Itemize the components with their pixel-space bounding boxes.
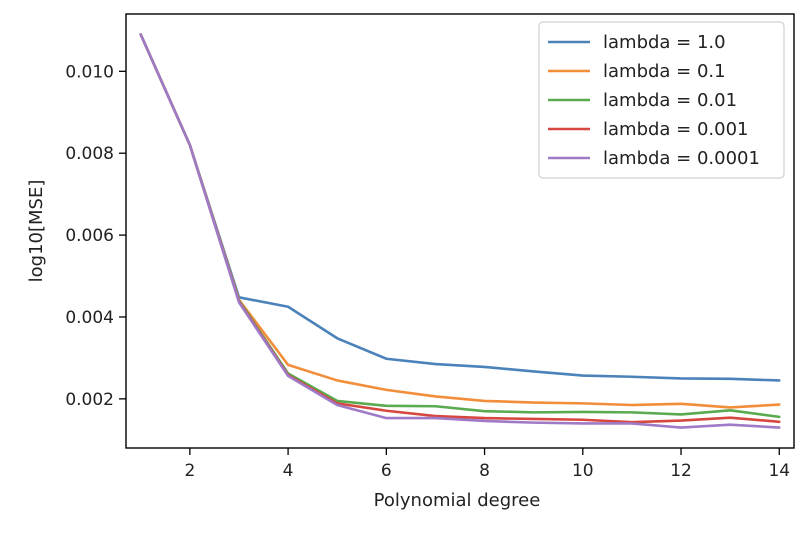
x-tick-label: 6 <box>381 461 392 481</box>
x-axis-title: Polynomial degree <box>374 490 541 511</box>
y-tick-label: 0.002 <box>65 390 114 410</box>
x-tick-label: 10 <box>572 461 594 481</box>
y-tick-label: 0.010 <box>65 62 114 82</box>
ticks-layer: 2 4 6 8 10 12 14 0.002 0.004 0.006 0.008 0.010 <box>65 62 790 481</box>
series-layer <box>139 33 781 429</box>
legend-label-5: lambda = 0.0001 <box>603 148 760 169</box>
x-tick-label: 4 <box>283 461 294 481</box>
series-line-1 <box>139 33 781 382</box>
y-axis-title: log10[MSE] <box>26 180 47 283</box>
y-tick-label: 0.008 <box>65 144 114 164</box>
legend-label-1: lambda = 1.0 <box>603 32 726 53</box>
legend-label-2: lambda = 0.1 <box>603 61 726 82</box>
legend-label-4: lambda = 0.001 <box>603 119 749 140</box>
x-tick-label: 12 <box>670 461 692 481</box>
y-tick-label: 0.006 <box>65 226 114 246</box>
series-line-5 <box>139 33 781 429</box>
x-tick-label: 8 <box>479 461 490 481</box>
x-tick-label: 2 <box>184 461 195 481</box>
legend-label-3: lambda = 0.01 <box>603 90 737 111</box>
legend: lambda = 1.0 lambda = 0.1 lambda = 0.01 lam… <box>538 21 785 179</box>
plot-frame <box>125 13 795 449</box>
x-tick-label: 14 <box>768 461 790 481</box>
legend-items: lambda = 1.0 lambda = 0.1 lambda = 0.01 lam… <box>548 32 760 169</box>
y-tick-label: 0.004 <box>65 308 114 328</box>
legend-box <box>538 21 785 179</box>
